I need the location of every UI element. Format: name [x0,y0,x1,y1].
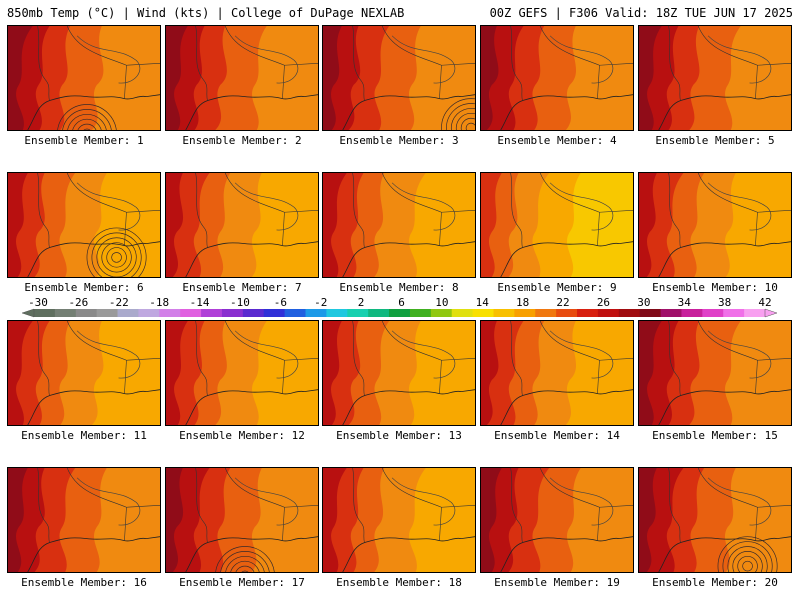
colorbar-tick-label: 2 [358,296,365,309]
colorbar-tick-label: -18 [149,296,169,309]
colorbar-swatch [138,309,160,317]
colorbar-tick-label: -10 [230,296,250,309]
colorbar-swatch [117,309,139,317]
colorbar-swatch [347,309,369,317]
colorbar-tick-label: 6 [398,296,405,309]
colorbar-swatch [660,309,682,317]
ensemble-member-label: Ensemble Member: 5 [655,134,775,147]
colorbar-tick-label: 10 [435,296,448,309]
colorbar-tick-label: 34 [678,296,692,309]
ensemble-member-map [480,320,634,426]
colorbar-tick-label: -26 [68,296,88,309]
colorbar-tick-label: -30 [28,296,48,309]
ensemble-member-map [165,320,319,426]
ensemble-member-map [7,320,161,426]
colorbar-swatch [221,309,244,317]
ensemble-member-map [638,320,792,426]
ensemble-member-label: Ensemble Member: 16 [21,576,147,589]
colorbar-swatch [472,309,494,317]
ensemble-member-label: Ensemble Member: 3 [339,134,459,147]
colorbar-swatch [368,309,390,317]
ensemble-member-label: Ensemble Member: 2 [182,134,302,147]
colorbar-swatch [681,309,703,317]
ensemble-member-map [480,467,634,573]
temperature-colorbar: -30 -26 -22 -18 -14 -10 -6 -2 2 6 10 14 18 22 26 30 34 38… [21,296,778,318]
ensemble-member-map [480,172,634,278]
colorbar-swatch [54,309,77,317]
colorbar-swatch [535,309,557,317]
ensemble-member-label: Ensemble Member: 8 [339,281,459,294]
colorbar-tick-label: 18 [516,296,529,309]
colorbar-swatch [389,309,411,317]
ensemble-member-map [480,25,634,131]
colorbar-swatch [514,309,536,317]
colorbar-swatch [723,309,745,317]
colorbar-tick-label: -2 [314,296,327,309]
colorbar-tick-label: -22 [109,296,129,309]
colorbar-swatch [639,309,662,317]
ensemble-member-map [322,172,476,278]
colorbar-swatch [618,309,641,317]
colorbar-swatch [75,309,98,317]
ensemble-member-map [165,25,319,131]
colorbar-swatch [96,309,119,317]
ensemble-member-label: Ensemble Member: 7 [182,281,302,294]
colorbar-swatch [242,309,265,317]
colorbar-tick-label: 22 [556,296,569,309]
colorbar-swatch [34,309,56,317]
colorbar-swatch [597,309,620,317]
ensemble-member-label: Ensemble Member: 19 [494,576,620,589]
ensemble-member-label: Ensemble Member: 1 [24,134,144,147]
ensemble-member-map [322,467,476,573]
ensemble-member-map [638,172,792,278]
ensemble-member-label: Ensemble Member: 15 [652,429,778,442]
colorbar-swatch [305,309,327,317]
colorbar-swatch [451,309,474,317]
colorbar-tick-label: 26 [597,296,610,309]
colorbar-swatch [409,309,432,317]
colorbar-swatch [744,309,766,317]
colorbar-swatch [180,309,202,317]
colorbar-swatch [159,309,181,317]
map-title: 850mb Temp (°C) | Wind (kts) | College o… [7,6,405,20]
colorbar-tick-label: -14 [190,296,210,309]
colorbar-swatch [493,309,515,317]
ensemble-member-map [638,25,792,131]
ensemble-member-label: Ensemble Member: 11 [21,429,147,442]
ensemble-member-label: Ensemble Member: 17 [179,576,305,589]
ensemble-member-label: Ensemble Member: 18 [336,576,462,589]
colorbar-tick-label: 42 [758,296,771,309]
ensemble-member-label: Ensemble Member: 13 [336,429,462,442]
colorbar-swatch [556,309,578,317]
ensemble-member-map [322,25,476,131]
colorbar-tick-label: 14 [476,296,490,309]
ensemble-member-label: Ensemble Member: 14 [494,429,620,442]
colorbar-swatch [577,309,599,317]
colorbar-swatch [284,309,307,317]
ensemble-member-label: Ensemble Member: 4 [497,134,617,147]
colorbar-tick-label: -6 [274,296,287,309]
ensemble-member-map [322,320,476,426]
ensemble-member-label: Ensemble Member: 10 [652,281,778,294]
colorbar-swatch [430,309,453,317]
colorbar-arrow [764,308,778,318]
colorbar-tick-label: 30 [637,296,650,309]
ensemble-member-map [7,25,161,131]
colorbar-swatch [702,309,724,317]
colorbar-swatch [326,309,348,317]
ensemble-member-map [165,172,319,278]
ensemble-member-label: Ensemble Member: 6 [24,281,144,294]
ensemble-member-map [165,467,319,573]
ensemble-member-label: Ensemble Member: 12 [179,429,305,442]
ensemble-member-map [7,467,161,573]
ensemble-member-map [638,467,792,573]
colorbar-tick-label: 38 [718,296,731,309]
colorbar-arrow [21,308,35,318]
ensemble-member-label: Ensemble Member: 20 [652,576,778,589]
colorbar-swatch [263,309,286,317]
ensemble-member-label: Ensemble Member: 9 [497,281,617,294]
ensemble-member-map [7,172,161,278]
run-valid-time: 00Z GEFS | F306 Valid: 18Z TUE JUN 17 20… [489,6,793,20]
colorbar-swatch [201,309,223,317]
